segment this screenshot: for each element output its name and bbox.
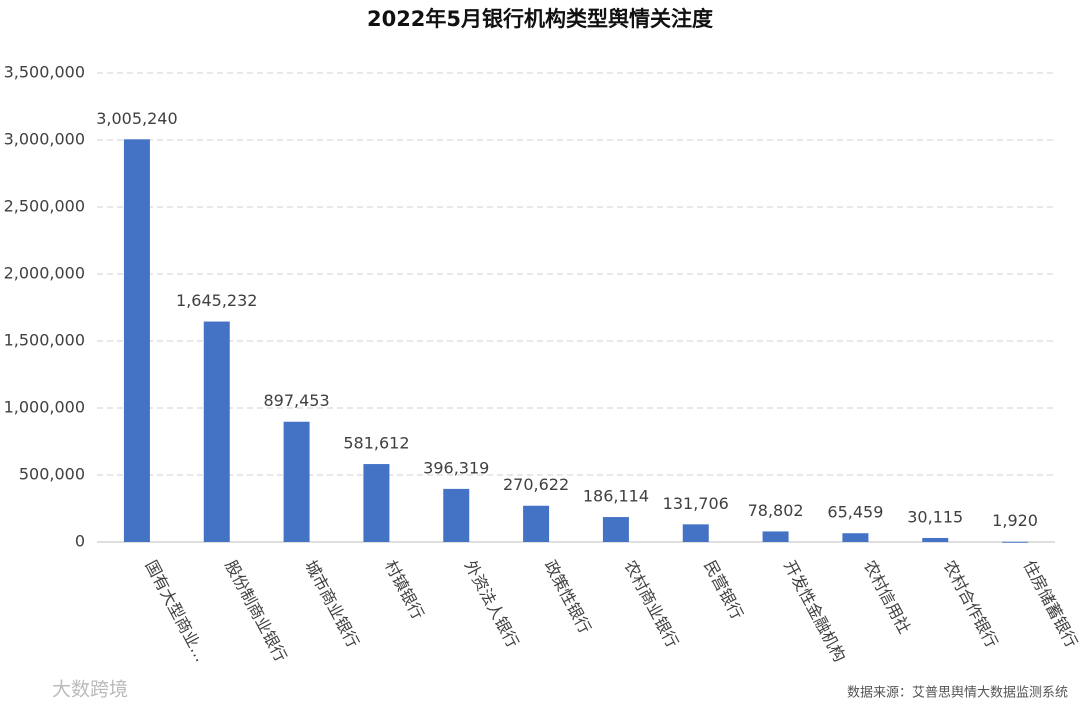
x-tick-label: 农村商业银行	[620, 557, 682, 651]
value-label: 1,645,232	[176, 291, 257, 310]
logo: 大数跨境	[52, 679, 128, 701]
value-label: 65,459	[827, 503, 883, 522]
x-tick-label: 农村合作银行	[940, 557, 1002, 651]
value-label: 1,920	[992, 511, 1038, 530]
value-label: 30,115	[907, 507, 963, 526]
value-label: 3,005,240	[96, 109, 177, 128]
x-tick-label: 开发性金融机构	[780, 557, 849, 665]
y-tick-label: 1,500,000	[4, 331, 85, 350]
bar	[1002, 541, 1029, 543]
value-label: 78,802	[748, 501, 804, 520]
x-tick-label: 村镇银行	[381, 557, 428, 622]
y-tick-label: 2,000,000	[4, 264, 85, 283]
bar	[602, 517, 629, 542]
bar	[203, 321, 230, 542]
bar	[123, 139, 150, 542]
bar	[842, 533, 869, 542]
x-tick-label: 城市商业银行	[301, 557, 363, 651]
bar	[443, 488, 470, 542]
y-tick-label: 3,500,000	[4, 63, 85, 82]
source-note: 数据来源：艾普思舆情大数据监测系统	[847, 686, 1068, 701]
value-label: 581,612	[343, 434, 409, 453]
x-tick-label: 政策性银行	[541, 557, 595, 637]
chart-title: 2022年5月银行机构类型舆情关注度	[367, 7, 713, 31]
value-label: 897,453	[263, 391, 329, 410]
bar	[523, 505, 550, 542]
bar	[283, 421, 310, 542]
value-label: 186,114	[583, 487, 649, 506]
x-tick-label: 民营银行	[700, 557, 747, 622]
x-tick-label: 住房储蓄银行	[1020, 557, 1080, 651]
y-tick-label: 500,000	[19, 465, 85, 484]
y-tick-label: 0	[75, 532, 85, 551]
value-label: 131,706	[663, 494, 729, 513]
x-tick-label: 农村信用社	[860, 557, 914, 637]
y-tick-label: 2,500,000	[4, 197, 85, 216]
value-label: 396,319	[423, 458, 489, 477]
bar	[682, 524, 709, 542]
x-tick-label: 国有大型商业…	[141, 557, 210, 665]
y-tick-label: 3,000,000	[4, 130, 85, 149]
bar	[363, 464, 390, 542]
x-tick-label: 股份制商业银行	[221, 557, 290, 665]
bar	[922, 537, 949, 542]
x-tick-label: 外资法人银行	[461, 557, 523, 651]
y-tick-label: 1,000,000	[4, 398, 85, 417]
value-label: 270,622	[503, 475, 569, 494]
bar	[762, 531, 789, 542]
